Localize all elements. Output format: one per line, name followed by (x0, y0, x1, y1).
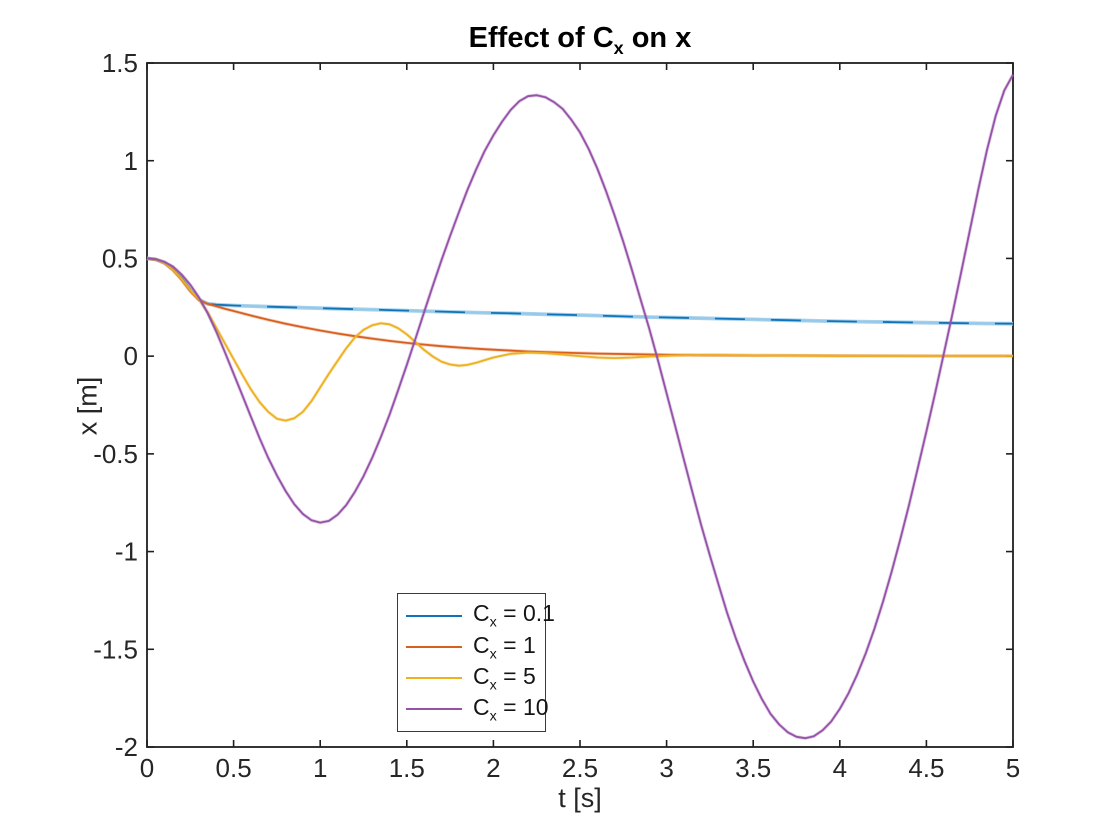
y-tick-label-7: 1.5 (102, 48, 138, 78)
legend-label-1: Cx = 1 (473, 631, 536, 663)
x-tick-label-9: 4.5 (908, 753, 944, 783)
y-tick-label-6: 1 (124, 146, 138, 176)
legend-label-3: Cx = 10 (473, 694, 549, 725)
x-tick-label-6: 3 (659, 753, 673, 783)
chart-title-pre: Effect of C (468, 22, 614, 54)
y-tick-label-0: -2 (115, 732, 138, 762)
y-tick-label-1: -1.5 (93, 634, 138, 664)
x-tick-label-3: 1.5 (389, 753, 425, 783)
x-tick-label-1: 0.5 (216, 753, 252, 783)
x-axis-label: t [s] (558, 783, 602, 813)
series-halo-dash-0 (146, 256, 1014, 326)
series-halo-3 (146, 73, 1015, 740)
y-tick-label-4: 0 (124, 341, 138, 371)
legend-item-2: Cx = 5 (398, 662, 545, 694)
x-tick-label-10: 5 (1006, 753, 1020, 783)
y-tick-label-3: -0.5 (93, 439, 138, 469)
y-tick-label-2: -1 (115, 537, 138, 567)
legend-line-sample-0 (406, 614, 462, 617)
series-line-3 (146, 74, 1014, 740)
legend-label-2: Cx = 5 (473, 662, 536, 694)
y-axis-label: x [m] (72, 376, 103, 436)
legend-item-0: Cx = 0.1 (398, 600, 555, 631)
legend-line-sample-3 (406, 708, 462, 711)
x-tick-label-4: 2 (486, 753, 500, 783)
series-halo-2 (146, 256, 1013, 423)
legend-item-1: Cx = 1 (398, 631, 545, 663)
chart-title-post: on x (623, 22, 692, 54)
x-tick-label-2: 1 (313, 753, 327, 783)
chart-title-subscript: x (613, 37, 624, 58)
x-tick-label-5: 2.5 (562, 753, 598, 783)
x-tick-label-7: 3.5 (735, 753, 771, 783)
legend: Cx = 0.1 Cx = 1 Cx = 5 Cx = 10 (397, 593, 555, 732)
legend-line-sample-1 (406, 645, 462, 648)
x-tick-label-0: 0 (140, 753, 154, 783)
axes-frame (146, 62, 1014, 748)
y-tick-label-5: 0.5 (102, 244, 138, 274)
legend-line-sample-2 (406, 677, 462, 680)
legend-label-0: Cx = 0.1 (473, 600, 555, 631)
legend-item-3: Cx = 10 (398, 694, 549, 725)
series-line-2 (146, 257, 1013, 422)
chart-title: Effect of Cx on x (147, 18, 1013, 58)
x-tick-label-8: 4 (833, 753, 847, 783)
